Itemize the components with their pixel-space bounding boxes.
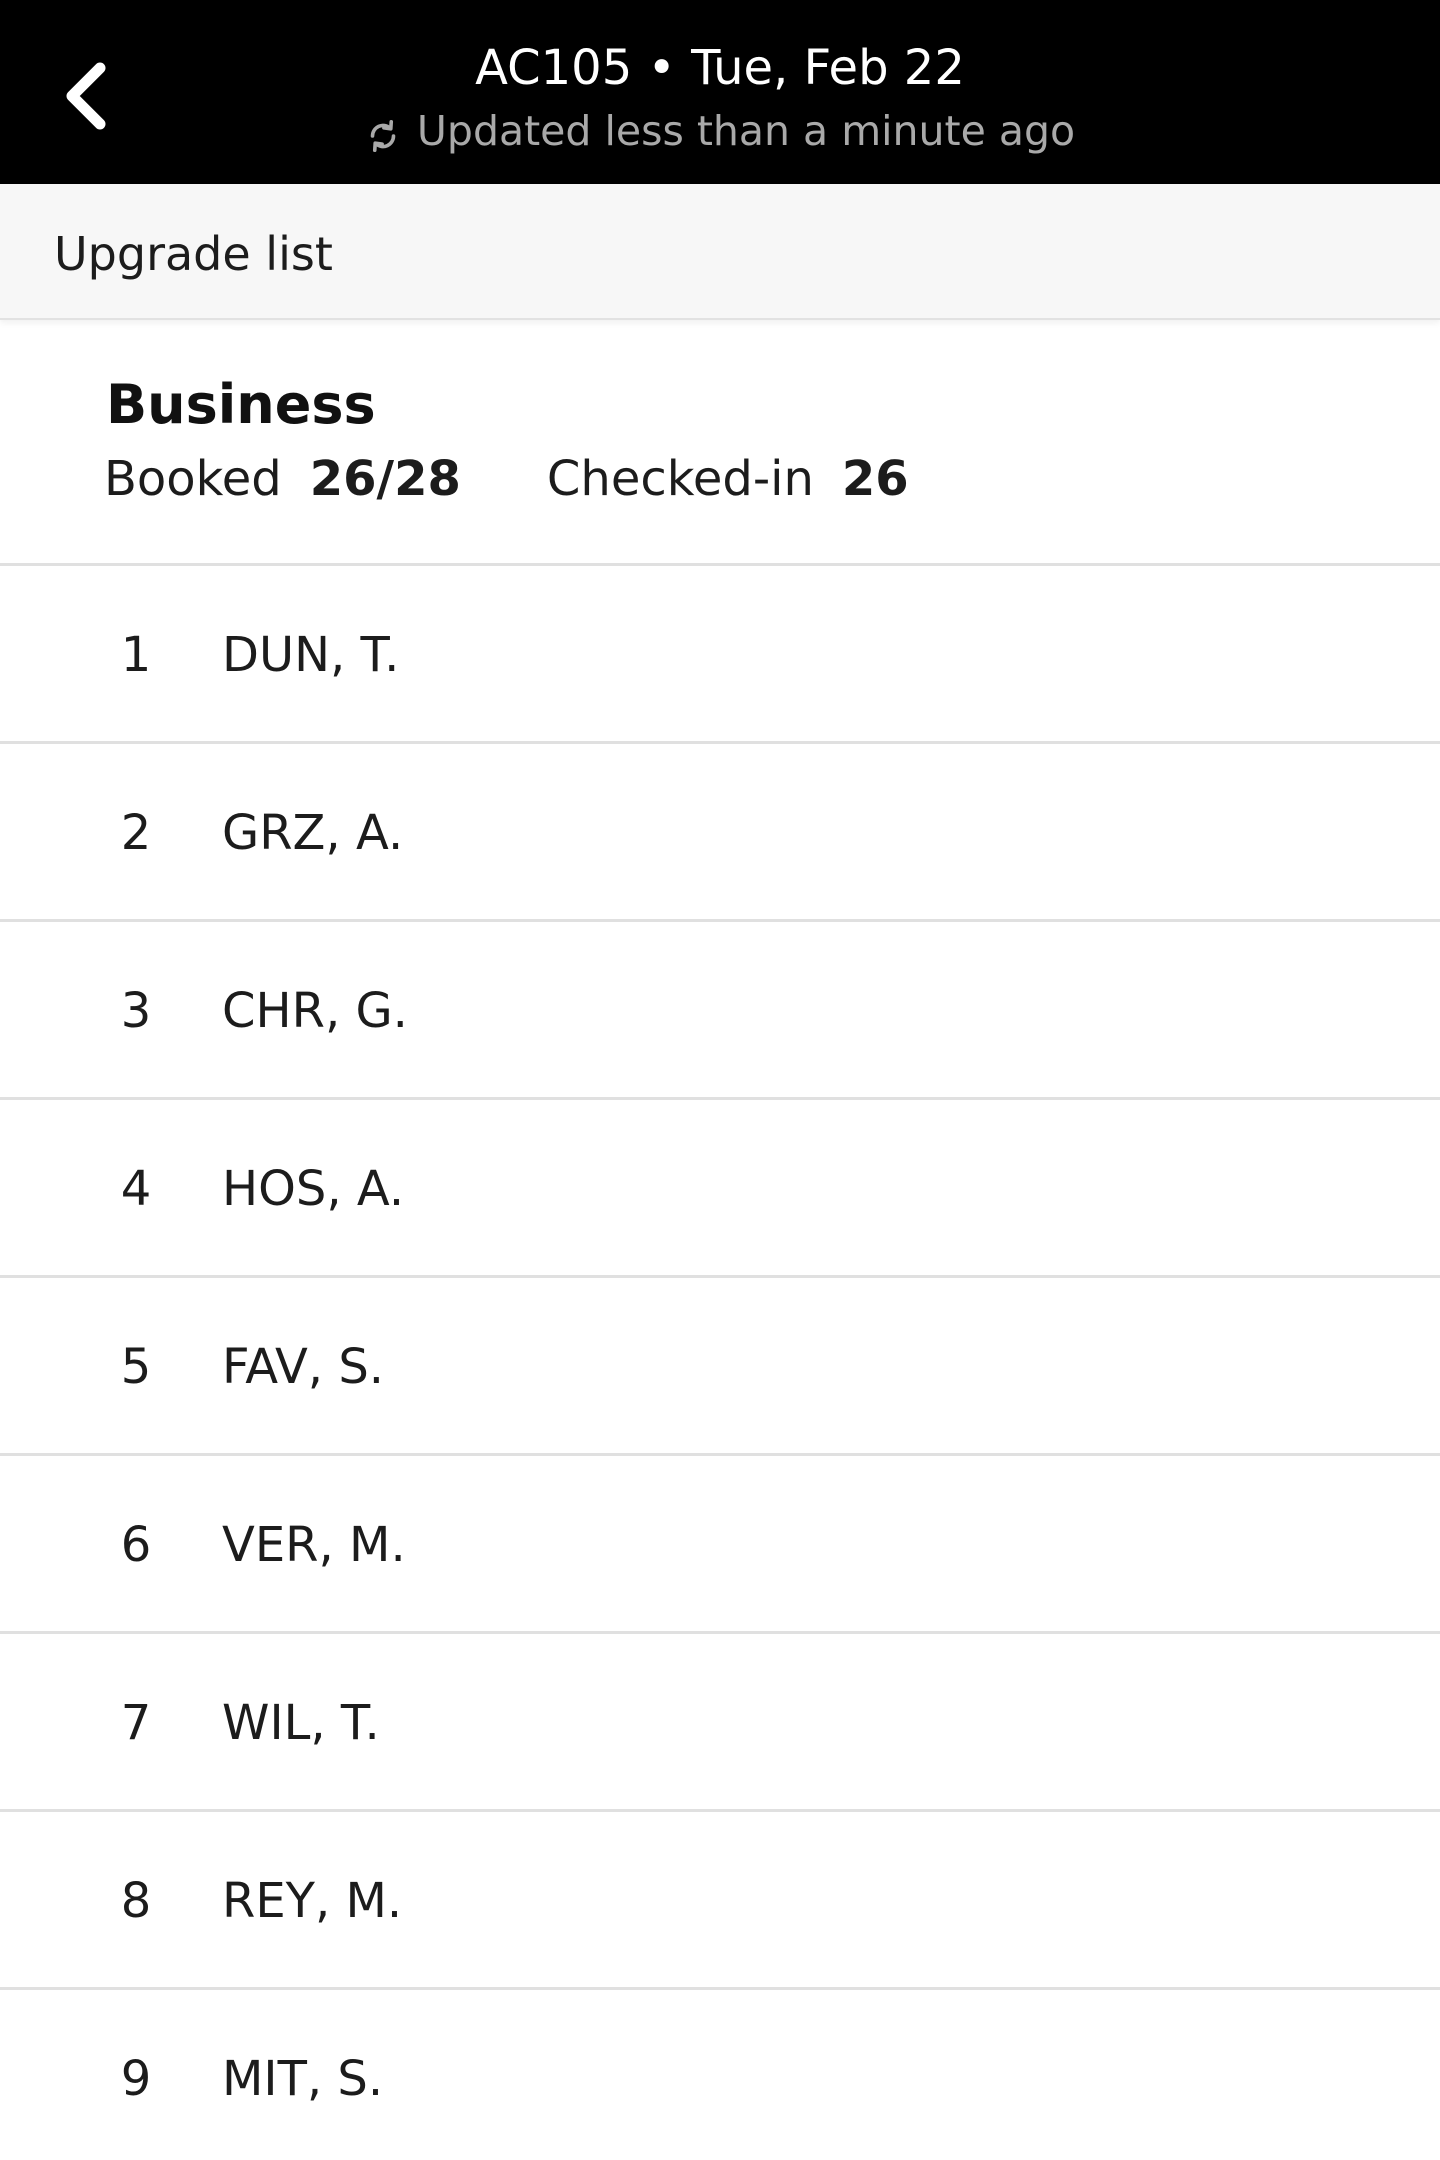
cabin-name: Business [106,373,376,436]
list-item[interactable]: 6 VER, M. [0,1456,1440,1634]
refresh-icon[interactable] [365,113,401,153]
checked-in-label: Checked-in [546,451,814,507]
back-button[interactable] [50,56,120,136]
list-item-name: VER, M. [222,1517,406,1573]
list-item-rank: 9 [120,2051,152,2107]
list-item[interactable]: 1 DUN, T. [0,566,1440,744]
cabin-summary: Business Booked 26/28 Checked-in 26 [0,320,1440,566]
checked-in-value: 26 [841,451,909,507]
list-item-name: DUN, T. [222,627,400,683]
list-item-name: HOS, A. [222,1161,405,1217]
list-item-name: MIT, S. [222,2051,384,2107]
list-item-rank: 7 [120,1695,152,1751]
list-item-rank: 8 [120,1873,152,1929]
list-item[interactable]: 5 FAV, S. [0,1278,1440,1456]
booked-value: 26/28 [309,451,461,507]
update-status: Updated less than a minute ago [0,104,1440,158]
list-item-rank: 1 [120,627,152,683]
top-app-bar: AC105 • Tue, Feb 22 Updated less than a … [0,0,1440,184]
list-item-rank: 4 [120,1161,152,1217]
list-item-name: CHR, G. [222,983,408,1039]
list-item-name: REY, M. [222,1873,403,1929]
header-title-block: AC105 • Tue, Feb 22 Updated less than a … [0,0,1440,184]
cabin-stats: Booked 26/28 Checked-in 26 [104,444,995,514]
list-item[interactable]: 2 GRZ, A. [0,744,1440,922]
list-item-rank: 3 [120,983,152,1039]
list-item-rank: 6 [120,1517,152,1573]
booked-label: Booked [104,451,282,507]
list-item[interactable]: 7 WIL, T. [0,1634,1440,1812]
list-item[interactable]: 9 MIT, S. [0,1990,1440,2160]
list-item-name: WIL, T. [222,1695,380,1751]
list-item-rank: 2 [120,805,152,861]
list-item-name: GRZ, A. [222,805,404,861]
flight-title: AC105 • Tue, Feb 22 [475,40,965,96]
list-item-rank: 5 [120,1339,152,1395]
section-header: Upgrade list [0,184,1440,320]
section-title: Upgrade list [54,227,333,281]
list-item[interactable]: 8 REY, M. [0,1812,1440,1990]
chevron-left-icon [66,62,106,130]
list-item[interactable]: 4 HOS, A. [0,1100,1440,1278]
list-item-name: FAV, S. [222,1339,385,1395]
upgrade-list: 1 DUN, T. 2 GRZ, A. 3 CHR, G. 4 HOS, A. … [0,566,1440,2160]
updated-text: Updated less than a minute ago [416,107,1076,155]
list-item[interactable]: 3 CHR, G. [0,922,1440,1100]
